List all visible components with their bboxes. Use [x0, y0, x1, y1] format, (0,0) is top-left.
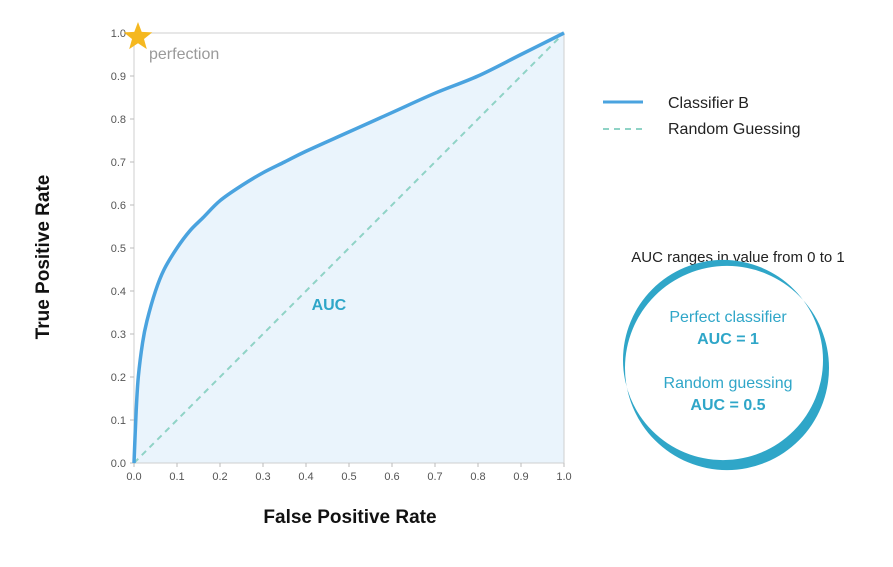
- x-tick-label: 0.6: [384, 471, 399, 483]
- y-tick-label: 0.8: [111, 114, 126, 126]
- auc-range-note: AUC ranges in value from 0 to 1: [631, 249, 844, 266]
- perfection-label: perfection: [149, 46, 219, 63]
- random-guessing-auc: AUC = 0.5: [690, 397, 765, 414]
- classifier-b-curve: [132, 31, 565, 464]
- y-tick-label: 0.4: [111, 286, 126, 298]
- x-tick-label: 0.7: [427, 471, 442, 483]
- y-tick-label: 0.0: [111, 458, 126, 470]
- x-tick-label: 1.0: [556, 471, 571, 483]
- x-tick-label: 0.3: [255, 471, 270, 483]
- x-tick-label: 0.8: [470, 471, 485, 483]
- perfect-classifier-auc: AUC = 1: [697, 331, 759, 348]
- legend-random-guessing-label: Random Guessing: [668, 121, 801, 138]
- y-tick-label: 1.0: [111, 28, 126, 40]
- y-axis-title: True Positive Rate: [33, 175, 54, 340]
- y-axis-ticks: 0.0 0.1 0.2 0.3 0.4 0.5 0.6 0.7 0.8 0.9 1.0: [111, 28, 134, 470]
- auc-label: AUC: [312, 297, 347, 314]
- legend: Classifier B Random Guessing: [603, 95, 801, 138]
- crescent-circle-shape: [622, 259, 830, 471]
- y-tick-label: 0.7: [111, 157, 126, 169]
- y-tick-label: 0.3: [111, 329, 126, 341]
- x-tick-label: 0.4: [298, 471, 313, 483]
- y-tick-label: 0.6: [111, 200, 126, 212]
- star-icon: [123, 22, 153, 50]
- x-tick-label: 0.2: [212, 471, 227, 483]
- random-guessing-note-label: Random guessing: [664, 375, 793, 392]
- y-tick-label: 0.9: [111, 71, 126, 83]
- y-tick-label: 0.2: [111, 372, 126, 384]
- random-guessing-line: [133, 32, 565, 464]
- y-tick-label: 0.5: [111, 243, 126, 255]
- x-tick-label: 0.9: [513, 471, 528, 483]
- x-axis-ticks: 0.0 0.1 0.2 0.3 0.4 0.5 0.6 0.7 0.8 0.9 1.0: [126, 463, 572, 483]
- x-tick-label: 0.5: [341, 471, 356, 483]
- y-tick-label: 0.1: [111, 415, 126, 427]
- legend-classifier-b-label: Classifier B: [668, 95, 749, 112]
- perfect-classifier-label: Perfect classifier: [669, 309, 787, 326]
- x-tick-label: 0.0: [126, 471, 141, 483]
- x-axis-title: False Positive Rate: [263, 507, 436, 528]
- x-tick-label: 0.1: [169, 471, 184, 483]
